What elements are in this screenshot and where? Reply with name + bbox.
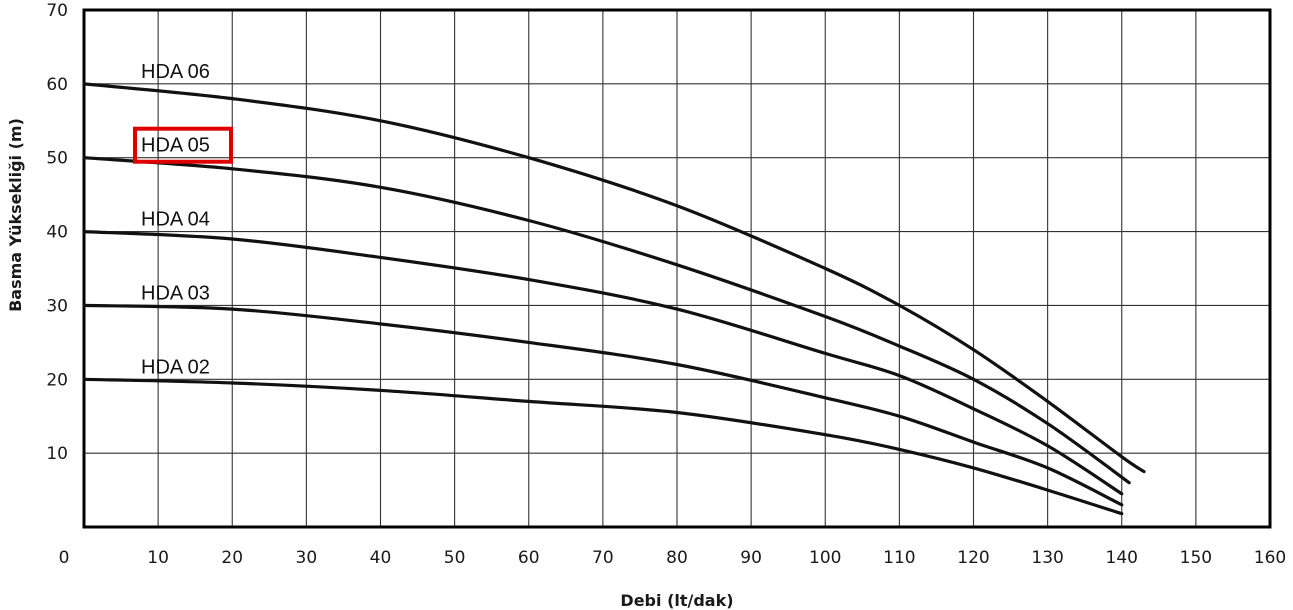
x-tick-label: 0	[59, 548, 70, 568]
y-axis-label: Basma Yüksekliği (m)	[6, 118, 25, 312]
series-labels: HDA 06 HDA 05 HDA 04 HDA 03 HDA 02	[133, 61, 233, 378]
series-label-hda-03: HDA 03	[141, 282, 210, 304]
series-line-hda-05	[82, 156, 1131, 485]
x-tick-label: 130	[1031, 548, 1063, 568]
series-label-hda-06: HDA 06	[141, 61, 210, 83]
x-tick-label: 140	[1106, 548, 1138, 568]
series-curves	[82, 82, 1146, 516]
y-tick-label: 30	[46, 296, 68, 316]
highlight-box	[133, 126, 233, 164]
series-line-hda-06	[82, 82, 1146, 474]
x-tick-label: 60	[518, 548, 540, 568]
grid-lines	[84, 10, 1270, 527]
y-axis-ticks: 10 20 30 40 50 60 70	[46, 1, 68, 464]
series-label-hda-05: HDA 05	[141, 135, 210, 157]
y-tick-label: 50	[46, 149, 68, 169]
x-axis-ticks: 0 10 20 30 40 50 60 70 80 90 100 110 120 130 140 150 160	[59, 548, 1287, 568]
x-tick-label: 160	[1254, 548, 1286, 568]
x-tick-label: 150	[1180, 548, 1212, 568]
x-tick-label: 40	[370, 548, 392, 568]
y-tick-label: 10	[46, 444, 68, 464]
y-tick-label: 40	[46, 223, 68, 243]
plot-frame	[82, 8, 1272, 529]
x-tick-label: 100	[809, 548, 841, 568]
x-tick-label: 80	[666, 548, 688, 568]
x-tick-label: 10	[147, 548, 169, 568]
series-line-hda-02	[82, 377, 1124, 516]
x-tick-label: 110	[883, 548, 915, 568]
y-tick-label: 20	[46, 370, 68, 390]
series-line-hda-03	[82, 303, 1124, 507]
y-tick-label: 60	[46, 75, 68, 95]
series-line-hda-04	[82, 230, 1124, 496]
x-tick-label: 30	[296, 548, 318, 568]
x-tick-label: 50	[444, 548, 466, 568]
x-tick-label: 70	[592, 548, 614, 568]
series-label-hda-04: HDA 04	[141, 209, 210, 231]
x-axis-label: Debi (lt/dak)	[620, 591, 733, 610]
x-tick-label: 120	[957, 548, 989, 568]
y-tick-label: 70	[46, 1, 68, 21]
x-tick-label: 20	[221, 548, 243, 568]
x-tick-label: 90	[740, 548, 762, 568]
series-label-hda-02: HDA 02	[141, 356, 210, 378]
